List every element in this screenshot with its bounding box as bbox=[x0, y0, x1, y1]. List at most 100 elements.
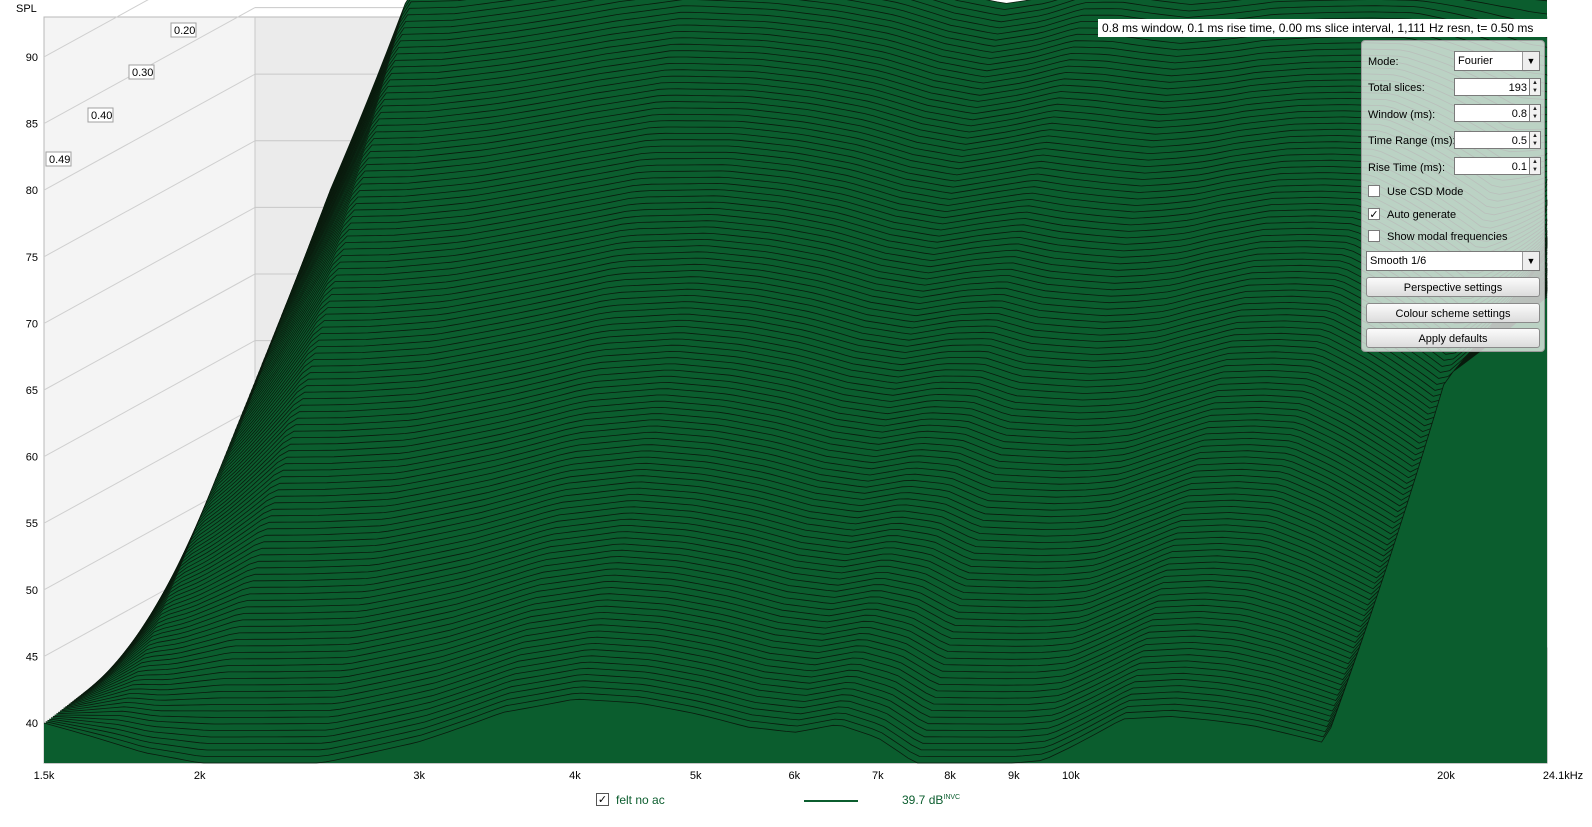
grid-line-side bbox=[43, 73, 256, 191]
x-tick-label: 4k bbox=[569, 770, 581, 782]
slice-line bbox=[171, 242, 1548, 627]
slice-line bbox=[141, 249, 1548, 650]
slice-line bbox=[228, 50, 1548, 584]
slice-line bbox=[135, 251, 1548, 654]
slice-line bbox=[95, 278, 1548, 685]
legend-series-name[interactable]: felt no ac bbox=[616, 793, 665, 807]
y-tick-label: 80 bbox=[26, 185, 38, 197]
slice-fill bbox=[44, 296, 1547, 763]
slice-line bbox=[121, 264, 1548, 665]
slice-line bbox=[238, 11, 1548, 576]
show-modal-label: Show modal frequencies bbox=[1387, 231, 1508, 243]
depth-tick-labels: 0.20 0.30 0.40 0.49 bbox=[45, 22, 197, 167]
legend-checkbox[interactable]: ✓ bbox=[596, 793, 609, 806]
auto-generate-label: Auto generate bbox=[1387, 209, 1457, 221]
y-tick-label: 75 bbox=[26, 252, 38, 264]
chevron-down-icon[interactable]: ▼ bbox=[1522, 52, 1539, 70]
slice-line bbox=[96, 276, 1548, 683]
slice-line bbox=[178, 226, 1548, 622]
mode-select[interactable]: Fourier ▼ bbox=[1454, 51, 1540, 71]
total-slices-stepper[interactable]: ▲ ▼ bbox=[1530, 78, 1541, 96]
y-tick-label: 55 bbox=[26, 518, 38, 530]
chevron-down-icon[interactable]: ▼ bbox=[1522, 252, 1539, 270]
window-field[interactable]: 0.8 bbox=[1454, 104, 1530, 122]
slice-line bbox=[180, 220, 1548, 620]
mode-value: Fourier bbox=[1458, 55, 1493, 67]
slice-line bbox=[59, 288, 1548, 712]
depth-tick-label: 0.30 bbox=[132, 67, 153, 79]
mode-label: Mode: bbox=[1368, 56, 1399, 68]
slice-line bbox=[144, 244, 1548, 647]
slice-line bbox=[174, 236, 1548, 624]
slice-line bbox=[164, 240, 1548, 632]
depth-tick-label: 0.20 bbox=[174, 25, 195, 37]
x-tick-label: 9k bbox=[1008, 770, 1020, 782]
slice-line bbox=[56, 291, 1548, 718]
arrow-down-icon[interactable]: ▼ bbox=[1532, 141, 1538, 147]
rise-time-field[interactable]: 0.1 bbox=[1454, 157, 1530, 175]
slice-line bbox=[169, 246, 1548, 628]
depth-tick-label: 0.40 bbox=[91, 110, 112, 122]
slice-line bbox=[229, 43, 1548, 582]
slice-line bbox=[123, 262, 1548, 663]
slice-line bbox=[51, 289, 1548, 738]
slice-line bbox=[206, 126, 1548, 600]
slice-line bbox=[47, 292, 1548, 751]
slice-line bbox=[213, 101, 1548, 595]
y-tick-labels: 40 45 50 55 60 65 70 75 80 85 90 bbox=[26, 52, 38, 730]
slice-line bbox=[132, 256, 1548, 656]
slice-line bbox=[137, 254, 1548, 652]
slice-line bbox=[125, 260, 1548, 662]
y-axis-label: SPL bbox=[16, 3, 37, 15]
rise-time-stepper[interactable]: ▲ ▼ bbox=[1530, 157, 1541, 175]
slice-line bbox=[217, 88, 1548, 592]
arrow-down-icon[interactable]: ▼ bbox=[1532, 114, 1538, 120]
y-tick-label: 90 bbox=[26, 52, 38, 64]
slice-line bbox=[54, 293, 1548, 725]
arrow-down-icon[interactable]: ▼ bbox=[1532, 167, 1538, 173]
slice-line bbox=[235, 24, 1548, 578]
slice-line bbox=[203, 139, 1548, 603]
auto-generate-checkbox[interactable]: ✓ bbox=[1368, 208, 1380, 221]
arrow-down-icon[interactable]: ▼ bbox=[1532, 88, 1538, 94]
slice-line bbox=[139, 251, 1548, 651]
arrow-up-icon[interactable]: ▲ bbox=[1532, 133, 1538, 139]
slice-line bbox=[86, 281, 1548, 692]
time-range-stepper[interactable]: ▲ ▼ bbox=[1530, 131, 1541, 149]
arrow-up-icon[interactable]: ▲ bbox=[1532, 80, 1538, 86]
slice-line bbox=[189, 189, 1548, 613]
perspective-settings-button[interactable]: Perspective settings bbox=[1366, 277, 1540, 297]
colour-scheme-settings-button[interactable]: Colour scheme settings bbox=[1366, 303, 1540, 323]
slice-line bbox=[199, 151, 1548, 605]
slice-line bbox=[208, 120, 1548, 599]
slice-line bbox=[173, 239, 1548, 626]
y-tick-label: 85 bbox=[26, 119, 38, 131]
apply-defaults-button[interactable]: Apply defaults bbox=[1366, 328, 1540, 348]
time-range-field[interactable]: 0.5 bbox=[1454, 131, 1530, 149]
x-tick-label: 3k bbox=[413, 770, 425, 782]
slice-line bbox=[114, 267, 1548, 670]
slice-line bbox=[107, 270, 1548, 675]
total-slices-field[interactable]: 193 bbox=[1454, 78, 1530, 96]
slice-line bbox=[219, 82, 1548, 591]
slice-line bbox=[210, 113, 1548, 597]
slice-line bbox=[192, 176, 1548, 611]
slice-line bbox=[249, 0, 1548, 568]
slice-layer bbox=[43, 0, 1548, 764]
arrow-up-icon[interactable]: ▲ bbox=[1532, 159, 1538, 165]
slice-line bbox=[65, 290, 1548, 708]
slice-line bbox=[153, 240, 1548, 640]
smoothing-select[interactable]: Smooth 1/6 ▼ bbox=[1366, 251, 1540, 271]
arrow-up-icon[interactable]: ▲ bbox=[1532, 106, 1538, 112]
slice-line bbox=[75, 286, 1548, 700]
use-csd-checkbox[interactable] bbox=[1368, 185, 1380, 197]
y-tick-label: 70 bbox=[26, 318, 38, 330]
slice-line bbox=[63, 292, 1548, 709]
slice-line bbox=[111, 271, 1548, 673]
slice-line bbox=[52, 287, 1548, 731]
window-stepper[interactable]: ▲ ▼ bbox=[1530, 104, 1541, 122]
time-range-label: Time Range (ms): bbox=[1368, 135, 1456, 147]
show-modal-checkbox[interactable] bbox=[1368, 230, 1380, 242]
y-tick-label: 65 bbox=[26, 385, 38, 397]
slice-line bbox=[205, 132, 1548, 601]
